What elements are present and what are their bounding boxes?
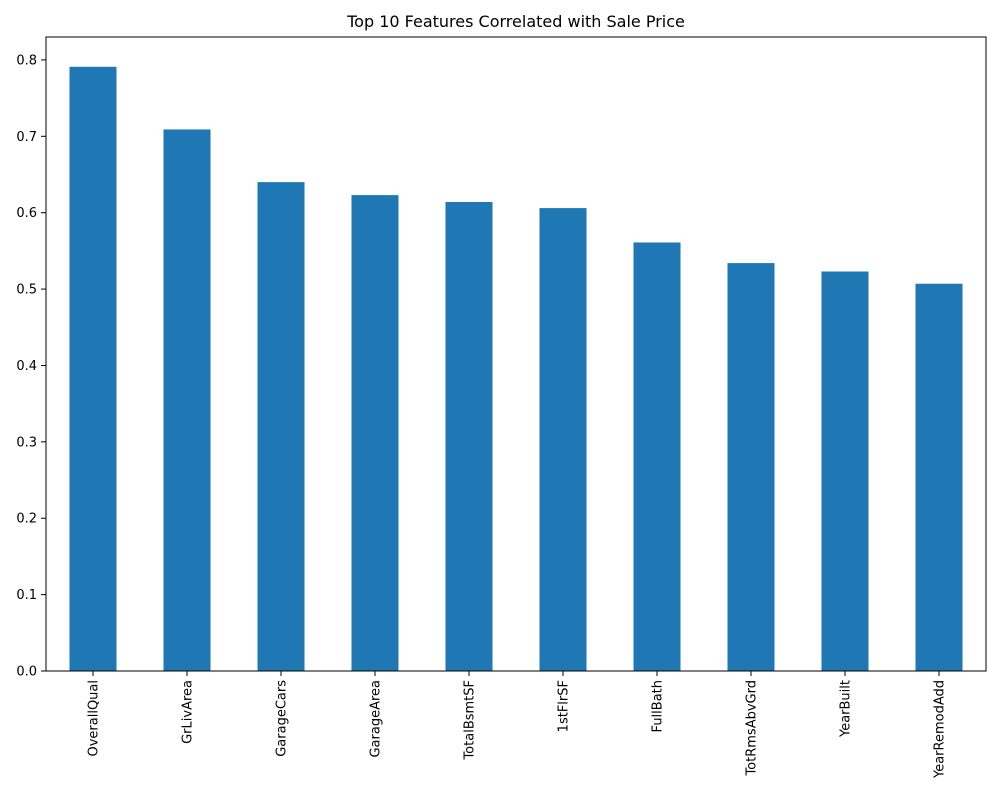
x-axis: OverallQual GrLivArea GarageCars GarageArea… (87, 671, 948, 779)
bars-group (69, 66, 963, 672)
bar-FullBath (633, 242, 681, 672)
y-tick-label: 0.2 (16, 512, 37, 527)
bar-YearRemodAdd (915, 283, 963, 671)
plot-frame (45, 36, 987, 672)
x-tick-label: OverallQual (87, 680, 102, 757)
x-tick-label: TotRmsAbvGrd (745, 680, 760, 777)
bar-OverallQual (69, 66, 117, 672)
bar-GarageArea (351, 195, 399, 671)
y-tick-label: 0.1 (16, 588, 37, 603)
y-tick-label: 0.5 (16, 283, 37, 298)
x-tick-label: GrLivArea (181, 680, 196, 744)
y-tick-label: 0.4 (16, 359, 37, 374)
y-tick-label: 0.8 (16, 53, 37, 68)
x-tick-label: GarageCars (275, 680, 290, 757)
y-tick-label: 0.3 (16, 435, 37, 450)
y-tick-label: 0.0 (16, 665, 37, 680)
x-tick-label: FullBath (651, 680, 666, 732)
bar-GarageCars (257, 182, 305, 671)
bar-GrLivArea (163, 129, 211, 671)
x-tick-label: TotalBsmtSF (463, 680, 478, 761)
bar-TotRmsAbvGrd (727, 263, 775, 671)
y-tick-label: 0.7 (16, 130, 37, 145)
bar-YearBuilt (821, 271, 869, 671)
bar-TotalBsmtSF (445, 201, 493, 672)
y-tick-label: 0.6 (16, 206, 37, 221)
x-tick-label: YearBuilt (839, 680, 854, 738)
x-tick-label: 1stFlrSF (557, 680, 572, 732)
x-tick-label: YearRemodAdd (933, 680, 948, 779)
x-tick-label: GarageArea (369, 680, 384, 758)
chart-title: Top 10 Features Correlated with Sale Pri… (346, 12, 685, 31)
bar-1stFlrSF (539, 208, 587, 671)
y-axis: 0.0 0.1 0.2 0.3 0.4 0.5 0.6 0.7 0.8 (16, 53, 46, 680)
